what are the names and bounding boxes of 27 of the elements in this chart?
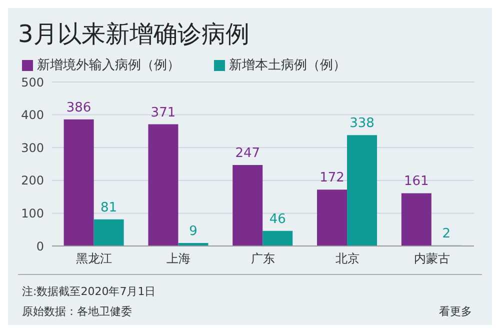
y-tick-label: 400 [21,108,44,122]
x-tick-label: 黑龙江 [76,252,112,266]
text: 看更多 [439,304,472,319]
y-tick-label: 0 [36,239,44,254]
x-tick-label: 上海 [166,252,191,266]
x-tick-label: 北京 [335,252,360,266]
y-tick-label: 100 [21,206,44,220]
y-tick-label: 200 [21,174,44,188]
data-label: 386 [66,100,92,116]
data-label: 2 [442,226,451,242]
y-tick-label: 300 [21,140,44,155]
text: 注:数据截至2020年7月1日 [22,284,156,299]
x-tick-label: 广东 [251,252,275,266]
data-label: 172 [320,170,344,186]
text: 原始数据：各地卫健委 [22,304,132,319]
x-tick-label: 内蒙古 [414,252,450,266]
chart-title: 3月以来新增确诊病例 [18,19,250,50]
data-label: 46 [269,212,286,227]
data-label: 371 [150,105,176,120]
legend-label: 新增本土病例（例） [229,58,346,73]
data-label: 247 [235,146,260,161]
data-label: 338 [350,116,374,132]
data-label: 81 [100,200,118,216]
legend-label: 新增境外输入病例（例） [37,58,180,73]
data-label: 161 [404,174,429,190]
y-tick-label: 500 [21,75,44,90]
data-label: 9 [189,224,198,240]
